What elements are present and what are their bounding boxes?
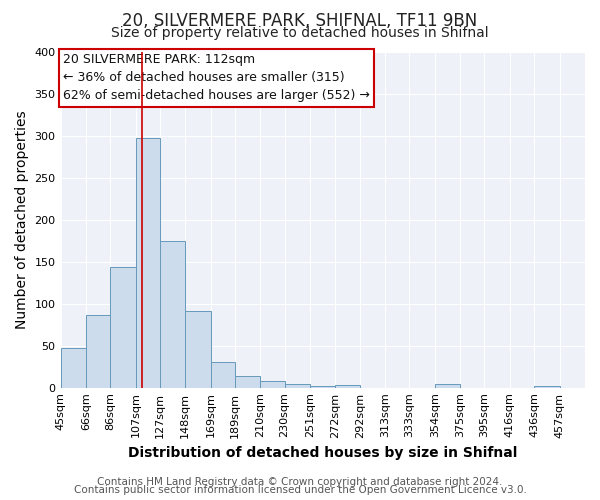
Text: Contains public sector information licensed under the Open Government Licence v3: Contains public sector information licen… — [74, 485, 526, 495]
Bar — [185, 311, 211, 388]
Text: 20, SILVERMERE PARK, SHIFNAL, TF11 9BN: 20, SILVERMERE PARK, SHIFNAL, TF11 9BN — [122, 12, 478, 30]
Bar — [86, 314, 110, 388]
Text: Size of property relative to detached houses in Shifnal: Size of property relative to detached ho… — [111, 26, 489, 40]
Bar — [235, 376, 260, 388]
Bar — [136, 138, 160, 388]
Y-axis label: Number of detached properties: Number of detached properties — [15, 110, 29, 329]
Bar — [211, 362, 235, 388]
Bar — [435, 384, 460, 388]
Bar — [335, 385, 360, 388]
Bar — [534, 386, 560, 388]
Bar — [160, 240, 185, 388]
Bar — [310, 386, 335, 388]
Bar — [61, 348, 86, 388]
Bar — [284, 384, 310, 388]
X-axis label: Distribution of detached houses by size in Shifnal: Distribution of detached houses by size … — [128, 446, 517, 460]
Text: Contains HM Land Registry data © Crown copyright and database right 2024.: Contains HM Land Registry data © Crown c… — [97, 477, 503, 487]
Bar — [110, 268, 136, 388]
Text: 20 SILVERMERE PARK: 112sqm
← 36% of detached houses are smaller (315)
62% of sem: 20 SILVERMERE PARK: 112sqm ← 36% of deta… — [63, 53, 370, 102]
Bar — [260, 381, 284, 388]
